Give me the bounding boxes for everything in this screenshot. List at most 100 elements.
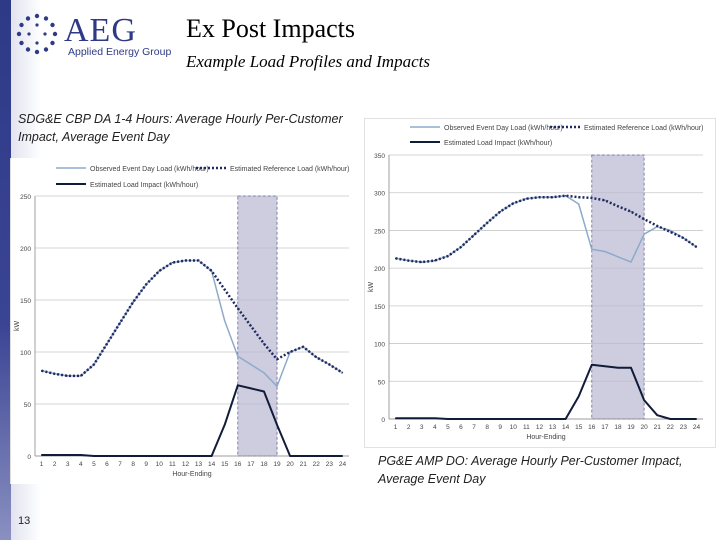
sdge-series-3-point-5 — [93, 455, 95, 457]
pge-xtick-15: 15 — [575, 424, 583, 431]
pge-xtick-18: 18 — [614, 424, 622, 431]
sdge-series-3-point-12 — [184, 455, 187, 457]
sdge-series-2-point-5 — [93, 363, 95, 366]
sdge-series-2-point-12 — [184, 259, 187, 262]
pge-series-1-point-19 — [630, 261, 632, 263]
pge-series-2-point-14 — [565, 195, 567, 197]
pge-load-profile-chart: Observed Event Day Load (kWh/hour) Estima… — [364, 118, 716, 448]
pge-xtick-2: 2 — [407, 424, 411, 431]
sdge-series-1 — [40, 259, 344, 388]
sdge-ytick-150: 150 — [20, 298, 31, 305]
pge-series-2-point-15 — [578, 196, 580, 198]
logo-subtext: Applied Energy Group — [68, 46, 172, 58]
sdge-x-axis-label: Hour-Ending — [172, 471, 211, 478]
pge-series-2-point-4 — [434, 260, 436, 262]
sdge-series-3-point-2 — [54, 454, 56, 456]
sdge-series-3-point-15 — [224, 424, 226, 426]
pge-series-2-point-9 — [499, 210, 501, 213]
sdge-xtick-11: 11 — [169, 461, 176, 468]
sdge-series-3-point-11 — [171, 455, 173, 457]
sdge-series-1-line — [41, 259, 343, 388]
sdge-series-2-point-24 — [341, 372, 344, 374]
sdge-series-1-point-16 — [237, 355, 239, 357]
pge-xtick-5: 5 — [446, 424, 450, 431]
pge-xtick-11: 11 — [523, 424, 530, 431]
pge-xtick-12: 12 — [536, 424, 544, 431]
sdge-legend-label-1: Observed Event Day Load (kWh/hour) — [90, 166, 209, 173]
sdge-series-2-point-19 — [276, 358, 278, 360]
sdge-event-window — [237, 195, 278, 457]
pge-ytick-0: 0 — [381, 417, 385, 424]
pge-series-3-point-6 — [460, 418, 462, 420]
logo-dots-icon — [16, 13, 58, 55]
sdge-series-3-point-20 — [289, 455, 291, 457]
sdge-series-2-point-14 — [211, 270, 213, 272]
pge-xtick-21: 21 — [654, 424, 662, 431]
pge-series-2-point-8 — [486, 222, 488, 224]
sdge-series-3-point-6 — [106, 455, 108, 457]
sdge-legend-label-2: Estimated Reference Load (kWh/hour) — [230, 166, 349, 173]
pge-series-3-point-5 — [447, 418, 449, 420]
pge-series-2-point-11 — [525, 198, 527, 200]
pge-xtick-24: 24 — [693, 424, 701, 431]
pge-series-3-point-18 — [617, 367, 619, 369]
pge-series-3-point-24 — [695, 418, 698, 420]
aeg-logo: AEG Applied Energy Group — [14, 8, 184, 66]
pge-legend-label-1: Observed Event Day Load (kWh/hour) — [444, 125, 563, 132]
sdge-xtick-3: 3 — [66, 461, 70, 468]
sdge-xtick-22: 22 — [313, 461, 321, 468]
sdge-series-2-point-9 — [145, 283, 147, 285]
sdge-series-3-point-22 — [315, 455, 317, 457]
pge-xtick-6: 6 — [459, 424, 463, 431]
pge-series-2-point-5 — [447, 255, 449, 257]
pge-series-3 — [394, 363, 698, 420]
sdge-xtick-16: 16 — [234, 461, 242, 468]
sdge-series-3-point-17 — [250, 387, 252, 389]
pge-series-3-point-10 — [512, 418, 514, 420]
sdge-series-2-point-13 — [197, 259, 200, 262]
sdge-series-2-point-8 — [132, 301, 134, 303]
sdge-xtick-19: 19 — [273, 461, 281, 468]
sdge-series-3-point-21 — [302, 455, 304, 457]
sdge-chart-svg: Observed Event Day Load (kWh/hour) Estima… — [14, 166, 349, 478]
sdge-xtick-18: 18 — [260, 461, 268, 468]
sdge-series-2-point-21 — [302, 346, 304, 348]
sdge-ytick-0: 0 — [27, 454, 31, 461]
sdge-series-1-point-19 — [276, 385, 278, 387]
sdge-series-3-point-23 — [328, 455, 330, 457]
pge-series-2-point-12 — [538, 196, 541, 198]
sdge-ytick-250: 250 — [20, 194, 31, 201]
pge-legend: Observed Event Day Load (kWh/hour) Estima… — [410, 125, 703, 147]
sdge-xtick-24: 24 — [339, 461, 347, 468]
pge-series-1-point-15 — [578, 203, 580, 205]
sdge-legend: Observed Event Day Load (kWh/hour) Estima… — [56, 166, 349, 189]
pge-series-1 — [394, 194, 698, 263]
pge-series-3-point-1 — [394, 417, 397, 419]
pge-series-3-point-4 — [434, 417, 436, 419]
sdge-load-profile-chart: Observed Event Day Load (kWh/hour) Estima… — [10, 158, 361, 484]
pge-series-2-point-20 — [643, 218, 645, 220]
pge-xtick-1: 1 — [394, 424, 398, 431]
sdge-xtick-23: 23 — [326, 461, 334, 468]
pge-ytick-100: 100 — [374, 342, 385, 349]
page-number: 13 — [18, 515, 31, 527]
sdge-xtick-15: 15 — [221, 461, 229, 468]
pge-series-1-point-16 — [591, 248, 593, 250]
sdge-series-2-point-6 — [106, 343, 108, 345]
pge-series-1-point-22 — [669, 229, 671, 232]
page-subtitle: Example Load Profiles and Impacts — [186, 52, 430, 71]
pge-series-2 — [394, 194, 698, 264]
sdge-series-3-point-18 — [263, 390, 265, 393]
pge-xtick-10: 10 — [510, 424, 518, 431]
sdge-series-3-point-13 — [197, 455, 200, 457]
sdge-series-2-point-18 — [263, 343, 265, 345]
sdge-series-2-point-3 — [67, 375, 69, 377]
sdge-ytick-100: 100 — [20, 350, 31, 357]
pge-series-3-point-15 — [578, 395, 580, 397]
pge-series-2-line — [395, 194, 698, 264]
pge-xtick-4: 4 — [433, 424, 437, 431]
sdge-y-axis-label: kW — [14, 321, 21, 332]
sdge-series-2-point-2 — [54, 373, 56, 375]
sdge-series-2-point-16 — [237, 307, 239, 309]
sdge-series-3-point-24 — [341, 455, 344, 457]
